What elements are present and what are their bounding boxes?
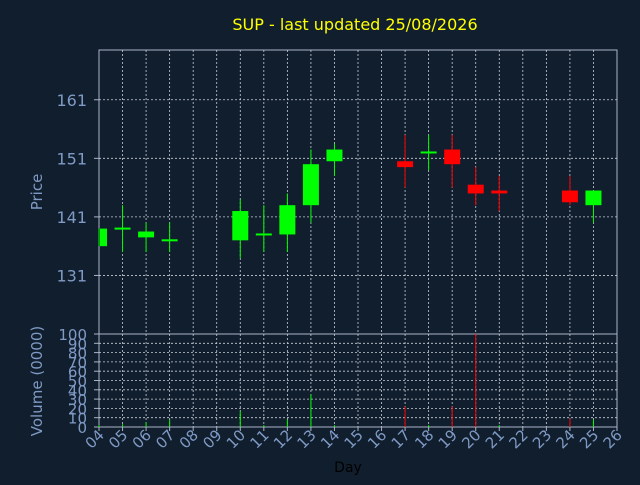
- day-tick-label: 25: [576, 426, 602, 452]
- day-tick-label: 16: [364, 426, 390, 452]
- day-tick-label: 15: [341, 426, 367, 452]
- volume-tick-label: 70: [68, 354, 87, 372]
- day-tick-label: 14: [317, 426, 343, 452]
- volume-tick-label: 20: [68, 400, 87, 418]
- price-panel: 131 141 151 161: [56, 49, 618, 335]
- day-axis-label: Day: [334, 460, 362, 476]
- day-tick-label: 09: [199, 426, 225, 452]
- price-axis-label: Price: [28, 174, 46, 211]
- volume-tick-label: 0: [77, 419, 87, 437]
- day-tick-label: 24: [553, 426, 579, 452]
- candle: [561, 175, 578, 206]
- candle: [98, 228, 107, 247]
- candle: [302, 149, 319, 223]
- volume-tick-label: 10: [68, 410, 87, 428]
- candle: [279, 193, 296, 253]
- volume-tick-label: 60: [68, 363, 87, 381]
- price-tick-label: 151: [56, 149, 87, 168]
- day-tick-label: 13: [294, 426, 320, 452]
- day-tick-label: 23: [529, 426, 555, 452]
- candle: [444, 134, 461, 188]
- candle-body: [397, 161, 414, 168]
- day-tick-label: 18: [411, 426, 437, 452]
- volume-tick-label: 30: [68, 391, 87, 409]
- day-tick-label: 26: [600, 426, 626, 452]
- day-tick-label: 11: [246, 426, 272, 452]
- candle: [114, 205, 131, 253]
- candle-body: [444, 149, 461, 165]
- candle: [232, 199, 249, 258]
- day-tick-label: 21: [482, 426, 508, 452]
- price-tick-label: 161: [56, 91, 87, 110]
- candle-body: [420, 151, 437, 154]
- candle-body: [491, 190, 508, 194]
- candle-body: [138, 231, 155, 238]
- candle-body: [232, 211, 249, 241]
- candle: [326, 143, 343, 176]
- candle-body: [161, 239, 178, 242]
- candle: [420, 134, 437, 171]
- candle-body: [302, 164, 319, 206]
- day-tick-label: 12: [270, 426, 296, 452]
- volume-tick-label: 40: [68, 382, 87, 400]
- day-tick-labels: 0405060708091011121314151617181920212223…: [82, 426, 626, 452]
- day-tick-label: 19: [435, 426, 461, 452]
- day-tick-label: 10: [223, 426, 249, 452]
- day-tick-label: 06: [129, 426, 155, 452]
- day-tick-label: 20: [458, 426, 484, 452]
- candle: [161, 222, 178, 253]
- candle: [491, 175, 508, 212]
- day-tick-label: 08: [176, 426, 202, 452]
- volume-tick-label: 100: [58, 326, 87, 344]
- price-tick-label: 131: [56, 266, 87, 285]
- price-tick-label: 141: [56, 208, 87, 227]
- volume-axis-label: Volume (0000): [28, 326, 46, 436]
- candle: [467, 167, 484, 206]
- candle-body: [561, 190, 578, 203]
- candle-body: [585, 190, 602, 206]
- candle: [585, 190, 602, 223]
- chart-title: SUP - last updated 25/08/2026: [232, 15, 477, 34]
- candle-body: [100, 228, 107, 247]
- candle: [138, 222, 155, 253]
- candle: [255, 205, 272, 253]
- candle-body: [467, 184, 484, 194]
- day-tick-label: 17: [388, 426, 414, 452]
- day-tick-label: 05: [105, 426, 131, 452]
- candle-body: [326, 149, 343, 162]
- volume-tick-label: 80: [68, 345, 87, 363]
- volume-tick-label: 50: [68, 373, 87, 391]
- candle-body: [255, 233, 272, 236]
- candle-body: [279, 205, 296, 235]
- day-tick-label: 07: [152, 426, 178, 452]
- candle-body: [114, 227, 131, 230]
- candle: [397, 134, 414, 188]
- day-tick-label: 22: [505, 426, 531, 452]
- volume-tick-label: 90: [68, 335, 87, 353]
